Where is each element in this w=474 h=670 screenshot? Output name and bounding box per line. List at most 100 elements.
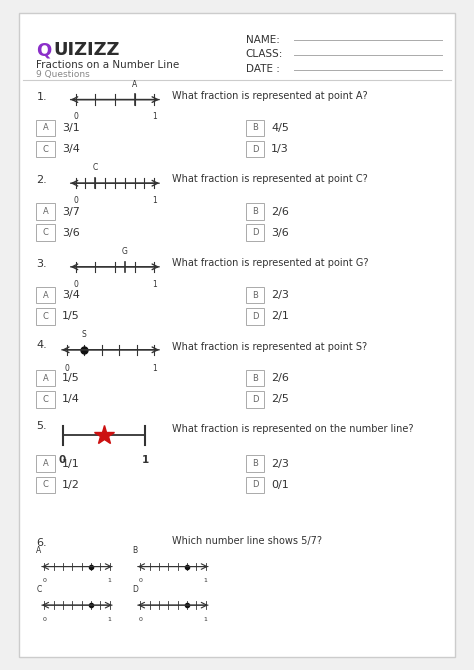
Text: 5.: 5.	[36, 421, 47, 431]
Text: B: B	[252, 374, 258, 383]
Text: What fraction is represented at point S?: What fraction is represented at point S?	[172, 342, 367, 352]
Text: 0: 0	[64, 364, 69, 373]
Text: 3.: 3.	[36, 259, 47, 269]
Text: Which number line shows 5/7?: Which number line shows 5/7?	[172, 536, 321, 546]
Text: 2/6: 2/6	[271, 206, 289, 216]
Text: D: D	[252, 395, 258, 404]
Text: 1: 1	[204, 616, 208, 622]
Text: UIZIZZ: UIZIZZ	[53, 41, 119, 59]
Text: A: A	[36, 546, 42, 555]
Text: What fraction is represented at point C?: What fraction is represented at point C?	[172, 174, 367, 184]
Text: C: C	[43, 395, 48, 404]
Text: 1: 1	[108, 578, 111, 583]
Text: 2/3: 2/3	[271, 459, 289, 468]
Bar	[246, 476, 264, 493]
Text: 2.: 2.	[36, 176, 47, 186]
Text: A: A	[43, 291, 48, 299]
Bar	[36, 370, 55, 387]
Text: D: D	[252, 480, 258, 489]
Bar	[246, 370, 264, 387]
Text: 0: 0	[138, 578, 142, 583]
Text: 4/5: 4/5	[271, 123, 289, 133]
Bar	[36, 119, 55, 136]
Bar	[246, 456, 264, 472]
Text: Fractions on a Number Line: Fractions on a Number Line	[36, 60, 180, 70]
Text: CLASS:: CLASS:	[246, 50, 283, 60]
Text: 2/3: 2/3	[271, 290, 289, 300]
Text: 2/6: 2/6	[271, 373, 289, 383]
Text: 6.: 6.	[36, 537, 47, 547]
Text: 1: 1	[152, 113, 156, 121]
Text: 1: 1	[204, 578, 208, 583]
Text: 1: 1	[152, 279, 156, 289]
Text: C: C	[36, 584, 42, 594]
Text: What fraction is represented at point G?: What fraction is represented at point G?	[172, 258, 368, 268]
Text: NAME:: NAME:	[246, 35, 280, 45]
Text: 2/5: 2/5	[271, 395, 289, 404]
Text: A: A	[43, 459, 48, 468]
Text: 4.: 4.	[36, 340, 47, 350]
Bar	[36, 456, 55, 472]
Text: B: B	[132, 546, 137, 555]
Text: D: D	[132, 584, 138, 594]
Bar	[246, 287, 264, 304]
Text: 3/1: 3/1	[62, 123, 80, 133]
Text: C: C	[92, 163, 98, 172]
Bar	[246, 391, 264, 407]
Text: 1: 1	[142, 455, 149, 464]
Text: B: B	[252, 207, 258, 216]
Text: C: C	[43, 480, 48, 489]
Text: B: B	[252, 459, 258, 468]
Text: 0: 0	[59, 455, 66, 464]
Text: C: C	[43, 312, 48, 321]
Text: What fraction is represented on the number line?: What fraction is represented on the numb…	[172, 424, 413, 434]
Text: 1/1: 1/1	[62, 459, 80, 468]
Text: 3/6: 3/6	[271, 228, 289, 238]
Text: 3/7: 3/7	[62, 206, 80, 216]
Text: B: B	[252, 123, 258, 133]
Text: 1: 1	[108, 616, 111, 622]
Text: A: A	[43, 123, 48, 133]
Text: B: B	[252, 291, 258, 299]
Text: 0: 0	[73, 279, 78, 289]
Bar	[36, 308, 55, 325]
Bar	[36, 391, 55, 407]
Text: A: A	[43, 207, 48, 216]
Text: 0: 0	[138, 616, 142, 622]
Text: 1/5: 1/5	[62, 312, 80, 322]
Text: DATE :: DATE :	[246, 64, 280, 74]
Text: 1: 1	[152, 364, 156, 373]
Text: A: A	[132, 80, 137, 88]
Text: D: D	[252, 228, 258, 237]
Text: What fraction is represented at point A?: What fraction is represented at point A?	[172, 90, 367, 100]
Bar	[36, 476, 55, 493]
Text: 1/5: 1/5	[62, 373, 80, 383]
Text: S: S	[82, 330, 87, 339]
Text: 0: 0	[73, 113, 78, 121]
Text: D: D	[252, 145, 258, 153]
Bar	[246, 203, 264, 220]
Text: 0: 0	[73, 196, 78, 205]
Text: 0/1: 0/1	[271, 480, 289, 490]
Text: 3/4: 3/4	[62, 144, 80, 154]
Bar	[246, 308, 264, 325]
Text: A: A	[43, 374, 48, 383]
Text: G: G	[122, 247, 128, 256]
Text: 1.: 1.	[36, 92, 47, 102]
Text: C: C	[43, 145, 48, 153]
Text: 1/3: 1/3	[271, 144, 289, 154]
Text: 0: 0	[42, 616, 46, 622]
Bar	[36, 287, 55, 304]
Bar	[246, 224, 264, 241]
Text: 1: 1	[152, 196, 156, 205]
Bar	[36, 224, 55, 241]
Bar	[36, 203, 55, 220]
Text: 2/1: 2/1	[271, 312, 289, 322]
Text: 1/4: 1/4	[62, 395, 80, 404]
Text: 9 Questions: 9 Questions	[36, 70, 90, 79]
Bar	[246, 119, 264, 136]
Text: 3/4: 3/4	[62, 290, 80, 300]
Text: D: D	[252, 312, 258, 321]
Text: C: C	[43, 228, 48, 237]
Bar	[246, 141, 264, 157]
